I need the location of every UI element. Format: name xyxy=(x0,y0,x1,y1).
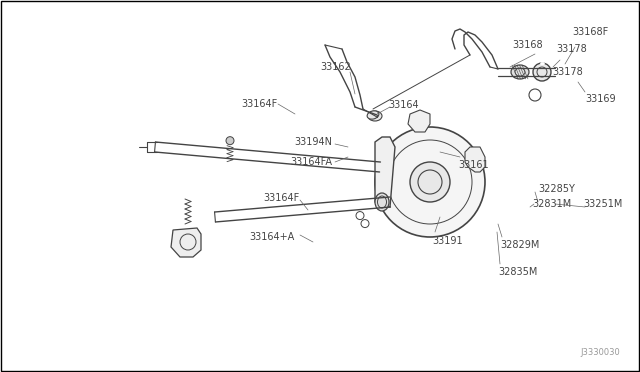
Text: 33168: 33168 xyxy=(513,40,543,50)
Text: 33191: 33191 xyxy=(432,236,463,246)
Circle shape xyxy=(533,63,551,81)
Ellipse shape xyxy=(367,111,379,119)
Polygon shape xyxy=(171,228,201,257)
Text: 33178: 33178 xyxy=(552,67,583,77)
Text: 32835M: 32835M xyxy=(498,267,538,277)
Text: 33162: 33162 xyxy=(320,62,351,72)
Polygon shape xyxy=(375,137,395,207)
Circle shape xyxy=(375,127,485,237)
Text: 33178: 33178 xyxy=(556,44,587,54)
Ellipse shape xyxy=(368,111,382,121)
Text: 33164F: 33164F xyxy=(242,99,278,109)
Circle shape xyxy=(226,137,234,145)
Polygon shape xyxy=(408,110,430,132)
Text: 33164FA: 33164FA xyxy=(290,157,332,167)
Text: 33164+A: 33164+A xyxy=(250,232,295,242)
Polygon shape xyxy=(465,147,485,172)
Circle shape xyxy=(410,162,450,202)
Ellipse shape xyxy=(511,65,529,79)
Text: 32831M: 32831M xyxy=(532,199,572,209)
Text: 33164: 33164 xyxy=(388,100,419,110)
Text: J3330030: J3330030 xyxy=(580,348,620,357)
Text: 33168F: 33168F xyxy=(572,27,608,37)
Text: 33161: 33161 xyxy=(458,160,488,170)
Text: 33194N: 33194N xyxy=(294,137,332,147)
Text: 33164F: 33164F xyxy=(264,193,300,203)
Text: 33169: 33169 xyxy=(585,94,616,104)
Text: 32829M: 32829M xyxy=(500,240,540,250)
Text: 32285Y: 32285Y xyxy=(538,184,575,194)
Text: 33251M: 33251M xyxy=(583,199,622,209)
Ellipse shape xyxy=(375,193,389,211)
